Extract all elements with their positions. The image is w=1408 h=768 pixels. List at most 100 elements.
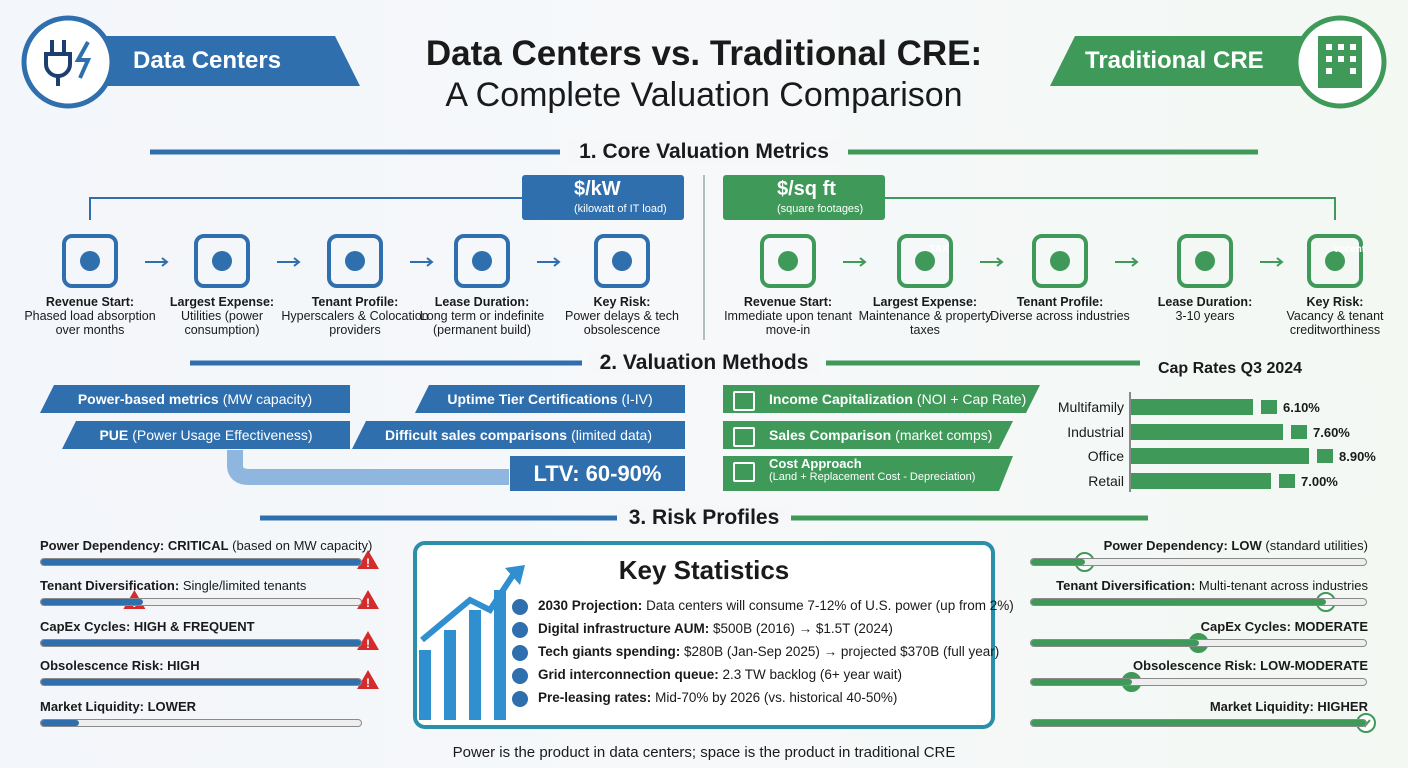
risk-fill — [1031, 599, 1326, 605]
item-text: Revenue Start: Phased load absorption ove… — [15, 295, 165, 337]
cap-title: Cap Rates Q3 2024 — [1157, 360, 1303, 377]
item-desc: Hyperscalers & Colocation providers — [281, 309, 429, 337]
risk-bold: Obsolescence Risk: HIGH — [40, 658, 200, 673]
warning-icon — [357, 631, 379, 650]
risk-bold: Market Liquidity: LOWER — [40, 699, 196, 714]
risk-label: CapEx Cycles: MODERATE — [1201, 619, 1368, 634]
key-stats-title: Key Statistics — [618, 555, 790, 585]
right-badge-text: Traditional CRE — [1085, 47, 1264, 74]
dc-metric-unit: $/kW — [574, 178, 621, 200]
risk-track — [1030, 678, 1367, 686]
item-desc: Diverse across industries — [990, 309, 1130, 323]
warning-icon — [357, 590, 379, 609]
risk-label: CapEx Cycles: HIGH & FREQUENT — [40, 619, 255, 634]
item-label: Tenant Profile: — [1016, 295, 1104, 309]
cap-value-label: 7.60% — [1313, 425, 1350, 440]
stats-bars-icon — [419, 590, 506, 720]
item-text: Key Risk: Power delays & tech obsolescenc… — [547, 295, 697, 337]
item-text: Lease Duration: 3-10 years — [1130, 295, 1280, 323]
risk-bold: Power Dependency: CRITICAL — [40, 538, 229, 553]
item-icon-dot — [612, 251, 632, 271]
item-desc: Maintenance & property taxes — [858, 309, 992, 337]
warning-mark: ! — [366, 556, 370, 570]
stat-text: Data centers will consume 7-12% of U.S. … — [646, 598, 1014, 613]
item-icon — [594, 234, 650, 288]
cap-icon — [1317, 449, 1333, 463]
item-icon-dot — [778, 251, 798, 271]
risk-fill — [41, 640, 361, 646]
method-text: (limited data) — [571, 427, 652, 443]
item-icon — [1177, 234, 1233, 288]
sec1-title: 1. Core Valuation Metrics — [0, 140, 1408, 164]
warning-mark: ! — [366, 676, 370, 690]
cre-metric-unit: $/sq ft — [777, 178, 836, 200]
title-line2: A Complete Valuation Comparison — [445, 76, 963, 114]
method-text: (Power Usage Effectiveness) — [132, 427, 313, 443]
method-text: (MW capacity) — [222, 391, 313, 407]
cap-value-label: 7.00% — [1301, 474, 1338, 489]
stat-text: Mid-70% by 2026 (vs. historical 40-50%) — [655, 690, 898, 705]
building-windows — [1326, 44, 1356, 74]
cre-metric-box: $/sq ft (square footages) — [723, 175, 885, 220]
method-icon — [733, 391, 755, 411]
risk-fill — [1031, 640, 1199, 646]
sec3-title: 3. Risk Profiles — [0, 506, 1408, 530]
dc-metric-note: (kilowatt of IT load) — [574, 203, 667, 215]
stat-icon — [512, 645, 528, 661]
method-bold: Uptime Tier Certifications — [447, 391, 618, 407]
item-text: Lease Duration: Long term or indefinite (… — [407, 295, 557, 337]
ltv-arrow — [227, 450, 509, 485]
flow-arrow — [1260, 257, 1284, 267]
flow-arrow — [843, 257, 867, 267]
risk-bold: Obsolescence Risk: LOW-MODERATE — [1133, 658, 1368, 673]
item-icon — [62, 234, 118, 288]
item-icon-dot — [1195, 251, 1215, 271]
method-pill: Uptime Tier Certifications (I-IV) — [415, 385, 685, 413]
method-pill: Power-based metrics (MW capacity) — [40, 385, 350, 413]
method-icon — [733, 462, 755, 482]
risk-track — [1030, 558, 1367, 566]
item-desc: Power delays & tech obsolescence — [565, 309, 679, 337]
stat-line: Pre-leasing rates: Mid-70% by 2026 (vs. … — [538, 690, 897, 705]
item-label: Revenue Start: — [743, 295, 833, 309]
item-icon-dot — [212, 251, 232, 271]
item-icon — [194, 234, 250, 288]
stat-line: Grid interconnection queue: 2.3 TW backl… — [538, 667, 902, 682]
risk-fill — [41, 679, 361, 685]
method-bold: Difficult sales comparisons — [385, 427, 568, 443]
risk-bold: Power Dependency: LOW — [1103, 538, 1262, 553]
item-icon-dot — [345, 251, 365, 271]
method-bold: Power-based metrics — [77, 391, 219, 407]
sec2-title-text: 2. Valuation Methods — [587, 351, 821, 374]
risk-label: Obsolescence Risk: LOW-MODERATE — [1133, 658, 1368, 673]
flow-arrow — [410, 257, 434, 267]
sec1-title-text: 1. Core Valuation Metrics — [567, 140, 841, 163]
method-pill: PUE (Power Usage Effectiveness) — [62, 421, 350, 449]
item-label: Tenant Profile: — [311, 295, 399, 309]
cap-category: Industrial — [1067, 424, 1124, 440]
risk-fill — [41, 599, 144, 605]
stat-label: 2030 Projection: — [538, 598, 643, 613]
flow-arrow — [537, 257, 561, 267]
risk-fill — [1031, 559, 1085, 565]
risk-label: Power Dependency: CRITICAL (based on MW … — [40, 538, 372, 553]
risk-label: Obsolescence Risk: HIGH — [40, 658, 200, 673]
sec2-title: 2. Valuation Methods — [0, 351, 1408, 375]
risk-fill — [41, 559, 361, 565]
risk-track — [40, 598, 362, 606]
method-icon — [733, 427, 755, 447]
flow-arrow — [980, 257, 1004, 267]
item-text: Key Risk: Vacancy & tenant creditworthine… — [1260, 295, 1408, 337]
risk-fill — [1031, 679, 1132, 685]
item-text: Largest Expense: Utilities (power consump… — [147, 295, 297, 337]
method-bold: Sales Comparison — [769, 427, 892, 443]
flow-arrow — [1115, 257, 1139, 267]
cre-metric-note: (square footages) — [777, 203, 864, 215]
method-text: (I-IV) — [621, 391, 653, 407]
bolt-icon — [74, 41, 92, 79]
warning-mark: ! — [366, 637, 370, 651]
cap-value-label: 6.10% — [1283, 400, 1320, 415]
stats-arrow-head — [505, 565, 525, 585]
risk-fill — [1031, 720, 1366, 726]
